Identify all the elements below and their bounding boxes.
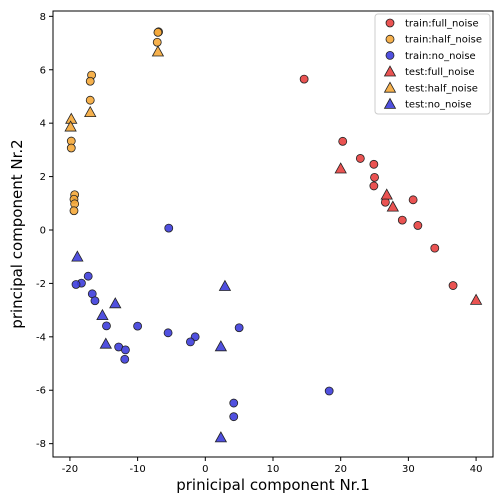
data-point-train-full-noise bbox=[430, 243, 440, 253]
x-tick-label: 0 bbox=[202, 464, 208, 475]
y-axis-label: principal component Nr.2 bbox=[8, 139, 26, 328]
data-point-train-no-noise bbox=[164, 223, 174, 233]
data-point-train-half-noise bbox=[152, 37, 162, 47]
data-point-train-no-noise bbox=[90, 296, 100, 306]
data-point-train-half-noise bbox=[85, 95, 95, 105]
data-point-train-no-noise bbox=[121, 345, 130, 355]
x-tick-label: -10 bbox=[129, 464, 145, 475]
data-point-test-full-noise bbox=[469, 293, 483, 305]
legend-label: train:no_noise bbox=[405, 51, 476, 62]
data-point-train-no-noise bbox=[120, 354, 130, 364]
data-point-test-half-noise bbox=[151, 45, 165, 57]
data-point-train-no-noise bbox=[71, 280, 81, 289]
y-tick-label: 0 bbox=[40, 225, 46, 236]
y-tick-label: -6 bbox=[36, 386, 46, 397]
data-point-train-full-noise bbox=[369, 181, 379, 191]
data-point-train-full-noise bbox=[413, 221, 423, 230]
legend-marker-train-half-noise bbox=[385, 34, 395, 44]
data-point-train-no-noise bbox=[163, 328, 173, 338]
legend-label: train:full_noise bbox=[405, 19, 479, 30]
legend-marker-train-full-noise bbox=[385, 18, 395, 28]
data-point-test-no-noise bbox=[214, 431, 228, 443]
data-point-test-no-noise bbox=[71, 250, 84, 262]
data-point-train-no-noise bbox=[186, 337, 195, 347]
y-tick-label: -4 bbox=[36, 332, 46, 343]
legend: train:full_noise train:half_noise train:no… bbox=[374, 13, 491, 115]
data-point-train-full-noise bbox=[355, 154, 365, 163]
legend-box bbox=[374, 13, 491, 115]
x-tick-label: 40 bbox=[470, 464, 483, 475]
legend-label: test:half_noise bbox=[405, 83, 478, 94]
y-tick-label: 4 bbox=[40, 119, 46, 130]
data-point-train-no-noise bbox=[234, 323, 244, 333]
data-point-test-full-noise bbox=[386, 200, 399, 212]
data-point-train-no-noise bbox=[83, 271, 93, 281]
data-point-test-half-noise bbox=[64, 120, 77, 132]
data-point-train-full-noise bbox=[299, 74, 309, 84]
legend-marker-test-full-noise bbox=[383, 65, 397, 77]
legend-marker-train-no-noise bbox=[385, 51, 395, 60]
data-point-train-no-noise bbox=[133, 321, 143, 331]
legend-label: test:full_noise bbox=[405, 67, 475, 78]
legend-marker-test-no-noise bbox=[383, 97, 397, 109]
data-point-train-full-noise bbox=[408, 195, 418, 205]
data-point-test-half-noise bbox=[84, 105, 97, 118]
y-tick-label: -8 bbox=[36, 439, 46, 450]
x-tick-label: 30 bbox=[402, 464, 415, 475]
data-point-train-half-noise bbox=[85, 76, 95, 86]
legend-marker-test-half-noise bbox=[383, 81, 397, 93]
data-points-layer bbox=[64, 27, 483, 443]
data-point-test-no-noise bbox=[99, 337, 112, 349]
data-point-train-no-noise bbox=[229, 398, 239, 408]
legend-label: train:half_noise bbox=[405, 35, 482, 46]
legend-label: test:no_noise bbox=[405, 100, 472, 111]
data-point-train-full-noise bbox=[448, 281, 458, 290]
data-point-test-no-noise bbox=[96, 308, 109, 320]
data-point-train-full-noise bbox=[397, 215, 407, 225]
data-point-test-no-noise bbox=[214, 340, 228, 352]
data-point-train-no-noise bbox=[102, 321, 111, 331]
data-point-train-full-noise bbox=[369, 159, 379, 169]
data-point-test-full-noise bbox=[334, 162, 347, 174]
y-tick-label: 2 bbox=[40, 172, 46, 183]
data-point-train-half-noise bbox=[153, 27, 163, 37]
data-point-train-no-noise bbox=[229, 412, 239, 422]
data-point-train-half-noise bbox=[66, 143, 76, 153]
data-point-train-no-noise bbox=[324, 386, 334, 396]
y-tick-label: 8 bbox=[40, 12, 46, 23]
y-tick-label: 6 bbox=[40, 65, 46, 76]
x-axis-label: prinicipal component Nr.1 bbox=[176, 476, 370, 494]
data-point-test-no-noise bbox=[109, 297, 122, 309]
x-tick-label: 10 bbox=[267, 464, 280, 475]
data-point-train-half-noise bbox=[69, 206, 79, 216]
data-point-train-full-noise bbox=[338, 136, 348, 146]
data-point-test-no-noise bbox=[218, 279, 232, 291]
data-point-train-full-noise bbox=[370, 172, 379, 182]
data-point-test-full-noise bbox=[380, 188, 393, 200]
x-tick-label: -20 bbox=[62, 464, 78, 475]
y-tick-label: -2 bbox=[36, 279, 46, 290]
x-tick-label: 20 bbox=[334, 464, 347, 475]
